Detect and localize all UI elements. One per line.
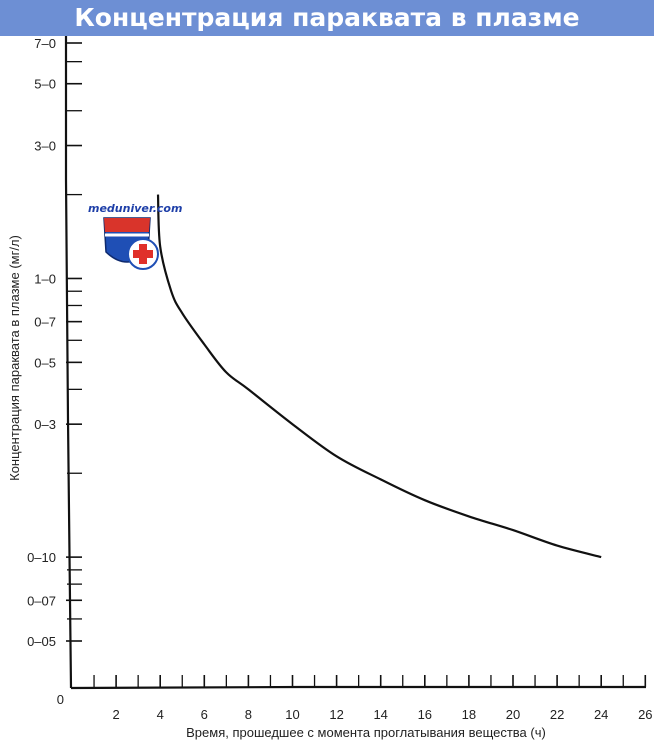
- cross-horizontal: [133, 250, 153, 258]
- x-tick-label: 10: [285, 707, 299, 722]
- watermark-text: meduniver.com: [88, 202, 182, 215]
- title-bar: Концентрация параквата в плазме: [0, 0, 654, 36]
- x-tick-label: 12: [329, 707, 343, 722]
- y-tick-label: 1–0: [34, 271, 56, 286]
- x-tick-label: 4: [157, 707, 164, 722]
- y-tick-label: 0–5: [34, 355, 56, 370]
- y-axis-label: Концентрация параквата в плазме (мг/л): [7, 235, 22, 481]
- x-tick-label: 16: [418, 707, 432, 722]
- x-tick-label: 18: [462, 707, 476, 722]
- y-tick-label: 0–05: [27, 634, 56, 649]
- y-tick-label: 0–7: [34, 315, 56, 330]
- y-tick-label: 0–3: [34, 417, 56, 432]
- x-tick-label: 6: [201, 707, 208, 722]
- x-tick-label: 20: [506, 707, 520, 722]
- y-axis-line: [64, 36, 73, 689]
- x-tick-label: 24: [594, 707, 608, 722]
- series-line: [156, 194, 602, 559]
- x-axis-ticks: 2 4 6 8 10 12 14 16 18 20 22 24 26: [93, 675, 653, 722]
- y-zero-label: 0: [57, 692, 64, 707]
- x-axis-label: Время, прошедшее с момента проглатывания…: [186, 725, 546, 740]
- x-tick-label: 2: [112, 707, 119, 722]
- y-tick-label: 7–0: [34, 36, 56, 51]
- page-title: Концентрация параквата в плазме: [74, 3, 580, 32]
- shield-top-band: [104, 218, 150, 232]
- x-tick-label: 8: [245, 707, 252, 722]
- x-axis-line: [70, 685, 646, 690]
- y-tick-label: 3–0: [34, 139, 56, 154]
- y-axis-ticks: 7–0 5–0 3–0 1–0 0–7 0–5 0–3 0–10 0–07 0–05 0: [27, 36, 82, 707]
- x-tick-label: 22: [550, 707, 564, 722]
- chart-axes: [64, 36, 646, 690]
- y-tick-label: 0–07: [27, 593, 56, 608]
- x-tick-label: 14: [373, 707, 387, 722]
- y-tick-label: 5–0: [34, 77, 56, 92]
- meduniver-watermark: meduniver.com: [88, 202, 182, 270]
- y-tick-label: 0–10: [27, 550, 56, 565]
- x-tick-label: 26: [638, 707, 652, 722]
- shield-cross-icon: [103, 217, 159, 270]
- chart-series: [156, 194, 602, 559]
